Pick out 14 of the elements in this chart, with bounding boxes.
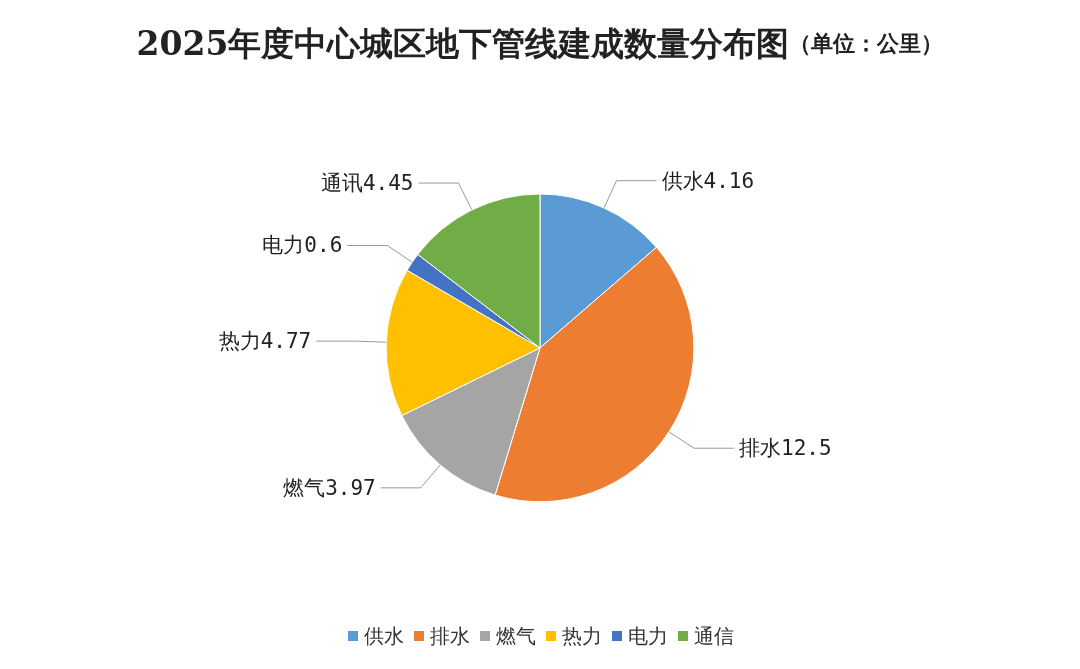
- chart-title: 2025年度中心城区地下管线建成数量分布图: [136, 24, 790, 63]
- data-label: 供水4.16: [661, 168, 755, 193]
- data-label: 排水12.5: [739, 436, 832, 461]
- legend-label: 电力: [628, 624, 668, 648]
- legend-label: 通信: [694, 624, 734, 648]
- legend-label: 供水: [364, 624, 404, 648]
- legend-label: 燃气: [496, 624, 536, 648]
- data-label: 热力4.77: [218, 329, 312, 354]
- data-label: 通讯4.45: [320, 171, 414, 196]
- legend-label: 热力: [562, 624, 602, 648]
- legend-label: 排水: [430, 624, 470, 648]
- data-label: 电力0.6: [262, 233, 343, 258]
- chart-subtitle: （单位：公里）: [789, 31, 944, 56]
- data-label: 燃气3.97: [283, 475, 376, 500]
